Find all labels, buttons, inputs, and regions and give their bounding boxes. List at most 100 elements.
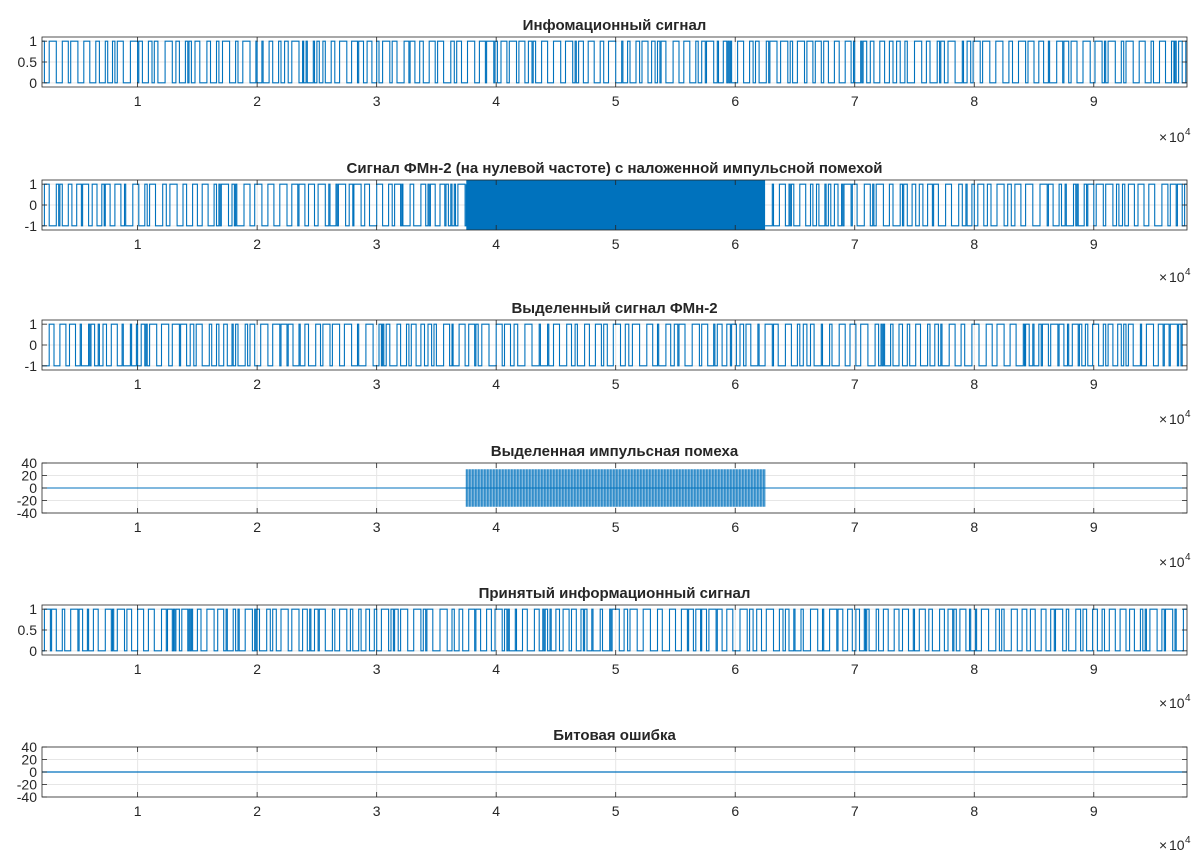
- x-tick-label: 7: [851, 93, 859, 109]
- y-tick-label: -40: [17, 505, 37, 521]
- y-tick-label: 0.5: [18, 54, 38, 70]
- subplot-1: 1 2 3 4 5 6 7 8 9 1 0.5 0 Инфомационный сигнал × 10 4: [18, 17, 1191, 145]
- subplot-title: Принятый информационный сигнал: [479, 585, 751, 602]
- x-exponent-base: 10: [1169, 695, 1185, 711]
- x-tick-label: 5: [612, 376, 620, 392]
- x-tick-label: 4: [492, 661, 500, 677]
- y-tick-label: 0.5: [18, 622, 38, 638]
- x-tick-label: 1: [134, 803, 142, 819]
- x-tick-label: 5: [612, 803, 620, 819]
- x-exponent-label: × 10 4: [1159, 127, 1191, 145]
- x-tick-label: 5: [612, 93, 620, 109]
- y-tick-label: 20: [21, 752, 37, 768]
- x-tick-label: 7: [851, 519, 859, 535]
- y-tick-label: 20: [21, 468, 37, 484]
- x-tick-label: 8: [970, 661, 978, 677]
- x-tick-label: 3: [373, 93, 381, 109]
- y-tick-label: 0: [29, 480, 37, 496]
- x-tick-label: 4: [492, 519, 500, 535]
- y-tick-label: 0: [29, 337, 37, 353]
- x-tick-label: 6: [731, 93, 739, 109]
- x-exponent-label: × 10 4: [1159, 552, 1191, 570]
- x-tick-label: 3: [373, 661, 381, 677]
- y-tick-label: 1: [29, 601, 37, 617]
- x-tick-label: 8: [970, 519, 978, 535]
- x-tick-label: 6: [731, 661, 739, 677]
- x-exponent-times: ×: [1159, 411, 1167, 427]
- y-tick-label: -1: [25, 218, 38, 234]
- x-exponent-times: ×: [1159, 695, 1167, 711]
- y-tick-label: 1: [29, 33, 37, 49]
- x-exponent-base: 10: [1169, 411, 1185, 427]
- x-tick-label: 4: [492, 376, 500, 392]
- data-layer: [42, 40, 1187, 84]
- x-tick-label: 2: [253, 93, 261, 109]
- x-exponent-power: 4: [1185, 127, 1191, 138]
- signal-line: [42, 40, 1187, 84]
- x-tick-label: 2: [253, 803, 261, 819]
- y-tick-label: 40: [21, 455, 37, 471]
- subplot-title: Выделенная импульсная помеха: [491, 443, 739, 460]
- signal-line: [42, 183, 1187, 227]
- data-layer: [42, 180, 1187, 230]
- x-tick-label: 9: [1090, 803, 1098, 819]
- x-tick-label: 9: [1090, 376, 1098, 392]
- x-exponent-times: ×: [1159, 269, 1167, 285]
- y-tick-label: -20: [17, 493, 37, 509]
- x-exponent-power: 4: [1185, 693, 1191, 704]
- x-exponent-times: ×: [1159, 554, 1167, 570]
- x-exponent-base: 10: [1169, 837, 1185, 852]
- x-exponent-label: × 10 4: [1159, 267, 1191, 285]
- y-tick-label: -20: [17, 777, 37, 793]
- data-layer: [42, 469, 1187, 507]
- x-exponent-label: × 10 4: [1159, 693, 1191, 711]
- x-tick-label: 3: [373, 803, 381, 819]
- y-tick-label: 0: [29, 764, 37, 780]
- subplot-title: Сигнал ФМн-2 (на нулевой частоте) с нало…: [347, 160, 883, 177]
- x-tick-label: 1: [134, 93, 142, 109]
- x-tick-label: 3: [373, 236, 381, 252]
- x-exponent-base: 10: [1169, 554, 1185, 570]
- x-tick-label: 1: [134, 376, 142, 392]
- y-tick-label: 0: [29, 197, 37, 213]
- x-exponent-times: ×: [1159, 129, 1167, 145]
- x-tick-label: 8: [970, 93, 978, 109]
- x-tick-label: 7: [851, 376, 859, 392]
- subplot-5: 1 2 3 4 5 6 7 8 9 1 0.5 0 Принятый информационный си…: [18, 585, 1191, 711]
- x-tick-label: 4: [492, 236, 500, 252]
- x-tick-label: 9: [1090, 93, 1098, 109]
- data-layer: [42, 608, 1187, 652]
- x-tick-label: 3: [373, 376, 381, 392]
- x-tick-label: 8: [970, 376, 978, 392]
- x-tick-label: 7: [851, 661, 859, 677]
- x-tick-label: 9: [1090, 236, 1098, 252]
- y-tick-label: 1: [29, 316, 37, 332]
- x-tick-label: 2: [253, 519, 261, 535]
- x-exponent-base: 10: [1169, 129, 1185, 145]
- signal-line: [42, 608, 1187, 652]
- x-tick-label: 9: [1090, 661, 1098, 677]
- x-exponent-power: 4: [1185, 835, 1191, 846]
- x-tick-label: 2: [253, 661, 261, 677]
- x-exponent-label: × 10 4: [1159, 835, 1191, 852]
- x-tick-label: 8: [970, 236, 978, 252]
- x-tick-label: 7: [851, 236, 859, 252]
- subplot-title: Выделенный сигнал ФМн-2: [511, 300, 717, 317]
- x-tick-label: 6: [731, 803, 739, 819]
- subplot-title: Инфомационный сигнал: [523, 17, 707, 34]
- y-tick-label: 0: [29, 75, 37, 91]
- y-tick-label: -40: [17, 789, 37, 805]
- x-tick-label: 6: [731, 519, 739, 535]
- interference-block: [466, 180, 766, 230]
- x-tick-label: 8: [970, 803, 978, 819]
- x-tick-label: 5: [612, 519, 620, 535]
- x-tick-label: 1: [134, 661, 142, 677]
- x-exponent-power: 4: [1185, 552, 1191, 563]
- y-tick-label: 1: [29, 176, 37, 192]
- x-exponent-base: 10: [1169, 269, 1185, 285]
- y-tick-label: -1: [25, 358, 38, 374]
- x-tick-label: 5: [612, 236, 620, 252]
